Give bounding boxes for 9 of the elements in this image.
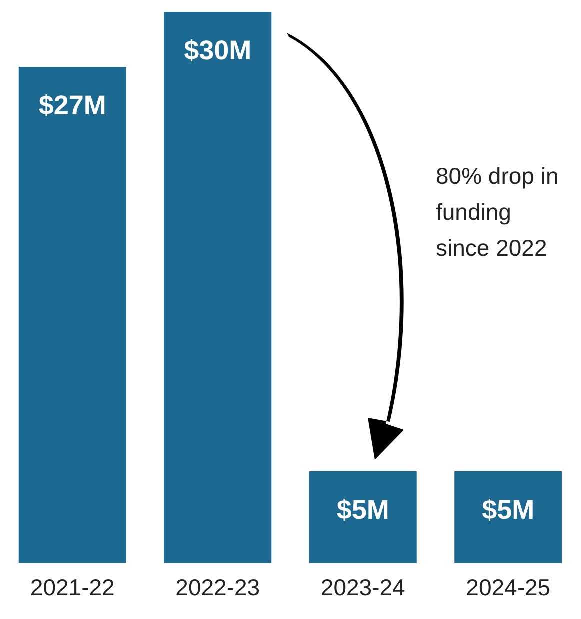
x-tick-label: 2021-22 bbox=[30, 574, 115, 601]
data-label: $5M bbox=[482, 494, 535, 525]
data-label: $5M bbox=[336, 494, 390, 525]
data-label: $30M bbox=[184, 35, 252, 66]
data-label: $27M bbox=[38, 90, 106, 121]
annotation: 80% drop in funding since 2022 bbox=[436, 162, 560, 263]
x-tick-label: 2022-23 bbox=[176, 574, 260, 601]
x-tick-label: 2024-25 bbox=[466, 574, 551, 601]
x-tick-label: 2023-24 bbox=[320, 574, 406, 601]
